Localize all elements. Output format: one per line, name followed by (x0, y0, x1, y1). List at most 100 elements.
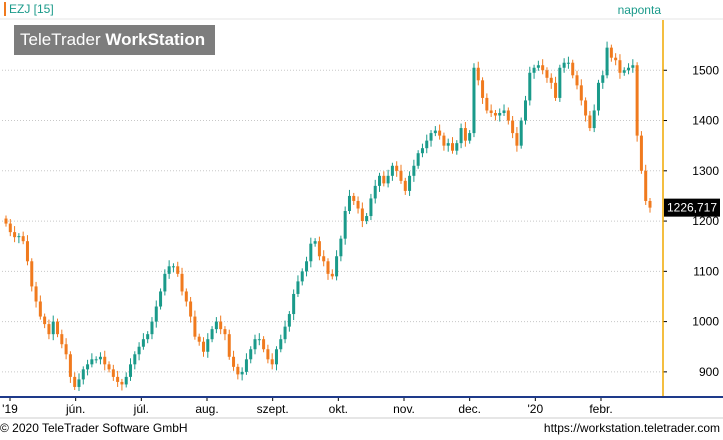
candle-body (116, 376, 120, 382)
candle-body (103, 356, 107, 365)
candle-body (81, 369, 85, 380)
candle-body (189, 301, 193, 317)
candle-body (146, 334, 150, 340)
candle-body (399, 170, 403, 181)
candle-body (429, 133, 433, 141)
candle-body (566, 62, 570, 64)
candle-body (167, 266, 171, 274)
watermark-logo: TeleTrader WorkStation (14, 25, 215, 55)
candle-body (68, 354, 72, 377)
candle-body (451, 143, 455, 151)
candle-body (77, 379, 81, 387)
candle-body (107, 364, 111, 370)
candle-body (257, 339, 261, 341)
candle-body (343, 211, 347, 239)
candle-body (129, 364, 133, 377)
candle-body (21, 236, 25, 242)
candle-body (111, 369, 115, 377)
legend-swatch-icon (4, 2, 6, 16)
candle-body (369, 198, 373, 217)
candle-body (554, 82, 558, 98)
legend-symbol: EZJ [15] (9, 2, 54, 16)
candle-body (378, 175, 382, 186)
candle-body (56, 321, 60, 335)
last-price-tag (664, 198, 720, 217)
y-tick-label: 1200 (692, 214, 719, 228)
candle-body (493, 112, 497, 116)
candle-body (335, 256, 339, 277)
candle-body (515, 133, 519, 146)
candle-body (523, 100, 527, 121)
candle-body (635, 65, 639, 136)
y-tick-label: 900 (699, 365, 719, 379)
candle-body (98, 356, 102, 360)
candle-body (90, 359, 94, 365)
candle-body (644, 170, 648, 201)
candle-body (206, 339, 210, 352)
y-tick-label: 1000 (692, 315, 719, 329)
candle-body (433, 130, 437, 134)
x-tick-label: '20 (528, 402, 544, 416)
candle-body (249, 349, 253, 360)
candle-body (622, 70, 626, 73)
candle-body (159, 291, 163, 307)
candle-body (292, 293, 296, 315)
candle-body (227, 334, 231, 357)
candle-body (232, 356, 236, 367)
candle-body (64, 344, 68, 355)
x-tick-label: '19 (2, 402, 18, 416)
copyright-text: © 2020 TeleTrader Software GmbH (0, 421, 188, 435)
candle-body (592, 110, 596, 129)
candle-body (25, 241, 29, 262)
candle-body (60, 334, 64, 345)
candle-body (326, 261, 330, 274)
candle-body (4, 218, 8, 224)
candle-body (274, 349, 278, 365)
candle-body (154, 306, 158, 322)
candle-body (133, 354, 137, 365)
candle-body (240, 371, 244, 375)
candle-body (420, 148, 424, 154)
candle-body (322, 256, 326, 262)
x-tick-label: aug. (195, 402, 218, 416)
candle-body (43, 316, 47, 325)
candle-body (137, 346, 141, 355)
candle-body (502, 110, 506, 113)
candle-body (584, 100, 588, 116)
candle-body (13, 232, 17, 238)
candle-body (51, 321, 55, 335)
candle-body (438, 130, 442, 136)
candle-body (390, 165, 394, 176)
x-tick-label: júl. (133, 402, 149, 416)
candle-body (300, 271, 304, 282)
y-tick-label: 1300 (692, 164, 719, 178)
candle-body (176, 266, 180, 274)
candle-body (283, 326, 287, 340)
candle-body (201, 341, 205, 352)
candle-body (425, 140, 429, 149)
source-url[interactable]: https://workstation.teletrader.com (543, 421, 720, 435)
candle-body (339, 238, 343, 257)
candle-body (163, 273, 167, 292)
candle-body (498, 112, 502, 116)
y-tick-label: 1400 (692, 114, 719, 128)
candle-body (541, 65, 545, 71)
candle-body (219, 321, 223, 330)
candle-body (8, 223, 12, 233)
y-tick-label: 1500 (692, 63, 719, 77)
candle-body (614, 57, 618, 61)
candle-body (648, 200, 652, 208)
candle-body (317, 241, 321, 257)
candle-body (270, 359, 274, 365)
candle-body (601, 75, 605, 83)
interval-label[interactable]: naponta (617, 3, 661, 17)
candle-body (352, 195, 356, 201)
candle-body (386, 175, 390, 184)
candle-body (266, 349, 270, 360)
candle-body (305, 261, 309, 272)
candle-body (347, 195, 351, 212)
candle-body (511, 120, 515, 134)
candle-body (536, 65, 540, 68)
x-tick-label: nov. (393, 402, 415, 416)
